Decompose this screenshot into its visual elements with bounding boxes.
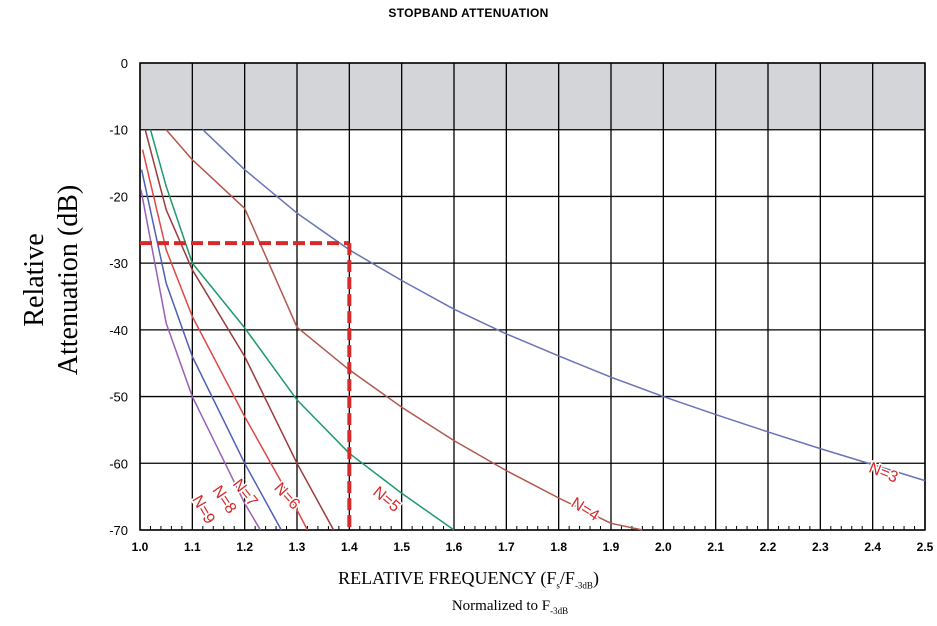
y-tick-label: -30 [109,256,128,271]
series-line-n-7 [141,149,309,531]
series-lines [140,129,926,531]
curve-label-n-5: N=5 [369,484,403,516]
y-axis-label-line1: Relative [19,233,50,327]
series-line-n-4 [165,129,643,531]
note-prefix: Normalized to F [451,598,551,614]
y-tick-label: -60 [109,456,128,471]
y-tick-labels: 0 -10 -20 -30 -40 -50 -60 -70 [109,56,128,538]
y-axis-label: Relative Attenuation (dB) [18,185,86,376]
x-tick-label: 2.4 [864,540,881,554]
x-tick-label: 2.1 [707,540,724,554]
series-line-n-5 [149,129,455,531]
x-label-sub1: s [556,580,560,591]
series-line-n-6 [144,129,335,531]
shaded-rect [140,63,925,130]
plot-border [139,62,926,531]
note-sub: -3dB [550,606,569,616]
y-axis-label-line2: Attenuation (dB) [53,184,84,376]
x-tick-label: 1.7 [498,540,515,554]
x-tick-label: 1.9 [603,540,620,554]
y-tick-label: 0 [121,56,128,71]
series-line-n-9 [140,189,262,531]
x-label-prefix: RELATIVE FREQUENCY (F [338,568,557,588]
chart-title: STOPBAND ATTENUATION [388,6,549,20]
y-tick-label: -40 [109,323,128,338]
series-line-n-3 [202,129,926,482]
y-tick-label: -70 [109,523,128,538]
y-tick-label: -10 [109,123,128,138]
x-label-sub2: -3dB [574,580,593,591]
curve-label-n-4: N=4 [568,495,602,525]
x-label-suffix: ) [592,568,599,588]
x-tick-label: 2.3 [812,540,829,554]
x-tick-label: 1.4 [341,540,358,554]
x-tick-labels: 1.0 1.1 1.2 1.3 1.4 1.5 1.6 1.7 1.8 1.9 2.0 2.1 2.2 2… [132,540,934,554]
x-label-mid: /F [559,568,575,588]
y-tick-label: -50 [109,390,128,405]
x-tick-label: 1.8 [550,540,567,554]
x-tick-label: 2.2 [760,540,777,554]
x-tick-label: 1.2 [236,540,253,554]
dashed-marker [140,241,352,530]
x-tick-label: 2.5 [917,540,934,554]
series-line-n-8 [140,169,282,531]
curve-label-n-6: N=6 [270,480,303,514]
x-tick-label: 1.0 [132,540,149,554]
x-tick-label: 1.5 [393,540,410,554]
x-tick-label: 1.6 [446,540,463,554]
x-tick-label: 1.1 [184,540,201,554]
x-tick-label: 2.0 [655,540,672,554]
normalization-note: Normalized to F-3dB [0,598,937,616]
curve-labels: N=3N=4N=5N=6N=7N=8N=9 [187,458,902,529]
grid [139,62,926,531]
x-axis-label: RELATIVE FREQUENCY (Fs/F-3dB) [0,568,937,591]
y-tick-label: -20 [109,189,128,204]
shaded-region [140,63,925,130]
x-tick-label: 1.3 [289,540,306,554]
